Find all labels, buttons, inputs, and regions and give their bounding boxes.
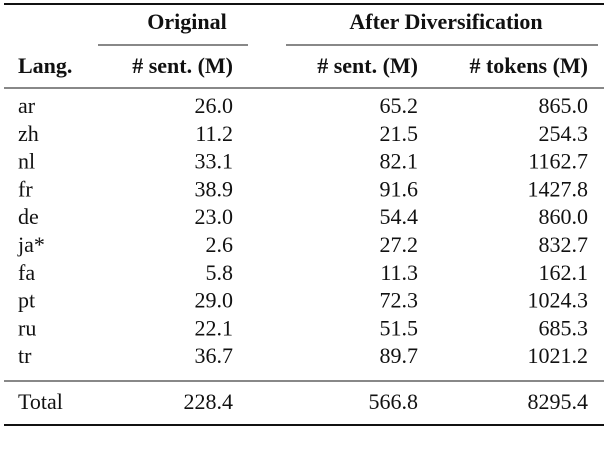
- cell: 26.0: [195, 93, 234, 118]
- group-header: Original: [147, 9, 226, 34]
- cell: ru: [18, 315, 36, 340]
- cell: pt: [18, 288, 35, 313]
- cell: 162.1: [539, 260, 589, 285]
- cell: 23.0: [195, 204, 234, 229]
- cell: 11.2: [195, 121, 233, 146]
- column-header: # tokens (M): [469, 53, 588, 78]
- cell: 22.1: [195, 315, 234, 340]
- cell: 2.6: [206, 232, 234, 257]
- column-header: Lang.: [18, 53, 72, 78]
- cell: 1021.2: [528, 343, 589, 368]
- cell: 832.7: [539, 232, 589, 257]
- total-cell: 566.8: [369, 389, 419, 414]
- total-cell: Total: [18, 389, 63, 414]
- cell: 11.3: [380, 260, 418, 285]
- cell: 91.6: [380, 176, 419, 201]
- cell: 21.5: [380, 121, 419, 146]
- cell: 1162.7: [528, 149, 588, 174]
- cell: 54.4: [380, 204, 419, 229]
- cell: 89.7: [380, 343, 419, 368]
- cell: nl: [18, 149, 35, 174]
- column-header: # sent. (M): [132, 53, 233, 78]
- cell: 65.2: [380, 93, 419, 118]
- cell: 51.5: [380, 315, 419, 340]
- cell: fr: [18, 176, 33, 201]
- cell: 1427.8: [528, 176, 589, 201]
- cell: 865.0: [539, 93, 589, 118]
- cell: 860.0: [539, 204, 589, 229]
- cell: ja*: [17, 232, 45, 257]
- column-header: # sent. (M): [317, 53, 418, 78]
- cell: 36.7: [195, 343, 234, 368]
- total-cell: 228.4: [184, 389, 234, 414]
- cell: 29.0: [195, 288, 234, 313]
- cell: 685.3: [539, 315, 589, 340]
- cell: zh: [18, 121, 39, 146]
- cell: 33.1: [195, 149, 234, 174]
- cell: 38.9: [195, 176, 234, 201]
- cell: 5.8: [206, 260, 234, 285]
- cell: fa: [18, 260, 35, 285]
- cell: ar: [18, 93, 36, 118]
- cell: 254.3: [539, 121, 589, 146]
- cell: tr: [18, 343, 32, 368]
- cell: 82.1: [380, 149, 419, 174]
- cell: 72.3: [380, 288, 419, 313]
- cell: 1024.3: [528, 288, 589, 313]
- group-header: After Diversification: [349, 9, 542, 34]
- total-cell: 8295.4: [528, 389, 589, 414]
- cell: de: [18, 204, 39, 229]
- cell: 27.2: [380, 232, 419, 257]
